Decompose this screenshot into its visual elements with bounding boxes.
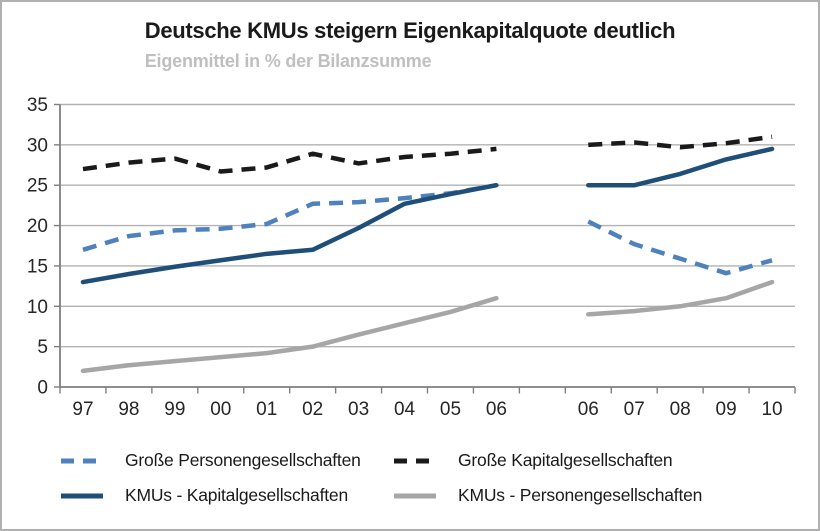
svg-text:03: 03 bbox=[348, 399, 369, 420]
svg-text:00: 00 bbox=[210, 399, 231, 420]
svg-text:25: 25 bbox=[27, 176, 48, 197]
legend-label: Große Personengesellschaften bbox=[125, 450, 361, 470]
legend-item-kmus-personengesellschaften: KMUs - Personengesellschaften bbox=[392, 485, 702, 506]
svg-text:0: 0 bbox=[37, 378, 48, 399]
svg-text:20: 20 bbox=[27, 216, 48, 237]
legend-label: KMUs - Kapitalgesellschaften bbox=[125, 485, 348, 505]
chart-subtitle: Eigenmittel in % der Bilanzsumme bbox=[144, 51, 432, 71]
svg-text:10: 10 bbox=[761, 399, 782, 420]
svg-text:02: 02 bbox=[302, 399, 323, 420]
svg-text:35: 35 bbox=[27, 95, 48, 116]
legend-item-grosse-personengesellschaften: Große Personengesellschaften bbox=[59, 450, 392, 471]
svg-text:99: 99 bbox=[164, 399, 185, 420]
chart-header: Deutsche KMUs steigern Eigenkapitalquote… bbox=[2, 18, 818, 72]
svg-text:06: 06 bbox=[578, 399, 599, 420]
svg-text:05: 05 bbox=[440, 399, 461, 420]
chart-title: Deutsche KMUs steigern Eigenkapitalquote… bbox=[144, 18, 676, 43]
svg-text:98: 98 bbox=[118, 399, 139, 420]
svg-text:15: 15 bbox=[27, 256, 48, 277]
svg-text:30: 30 bbox=[27, 135, 48, 156]
dashed-line-icon bbox=[394, 458, 436, 463]
svg-text:09: 09 bbox=[716, 399, 737, 420]
chart-legend: Große Personengesellschaften Große Kapit… bbox=[59, 443, 702, 513]
svg-text:04: 04 bbox=[394, 399, 416, 420]
svg-text:07: 07 bbox=[624, 399, 645, 420]
svg-text:06: 06 bbox=[486, 399, 507, 420]
solid-line-icon bbox=[61, 493, 103, 498]
svg-text:01: 01 bbox=[256, 399, 277, 420]
svg-text:10: 10 bbox=[27, 297, 48, 318]
solid-line-icon bbox=[394, 493, 436, 498]
legend-item-grosse-kapitalgesellschaften: Große Kapitalgesellschaften bbox=[392, 450, 702, 471]
svg-text:97: 97 bbox=[72, 399, 93, 420]
legend-label: Große Kapitalgesellschaften bbox=[458, 450, 673, 470]
dashed-line-icon bbox=[61, 458, 103, 463]
legend-item-kmus-kapitalgesellschaften: KMUs - Kapitalgesellschaften bbox=[59, 485, 392, 506]
svg-text:5: 5 bbox=[37, 337, 48, 358]
legend-label: KMUs - Personengesellschaften bbox=[458, 485, 703, 505]
svg-text:08: 08 bbox=[670, 399, 691, 420]
